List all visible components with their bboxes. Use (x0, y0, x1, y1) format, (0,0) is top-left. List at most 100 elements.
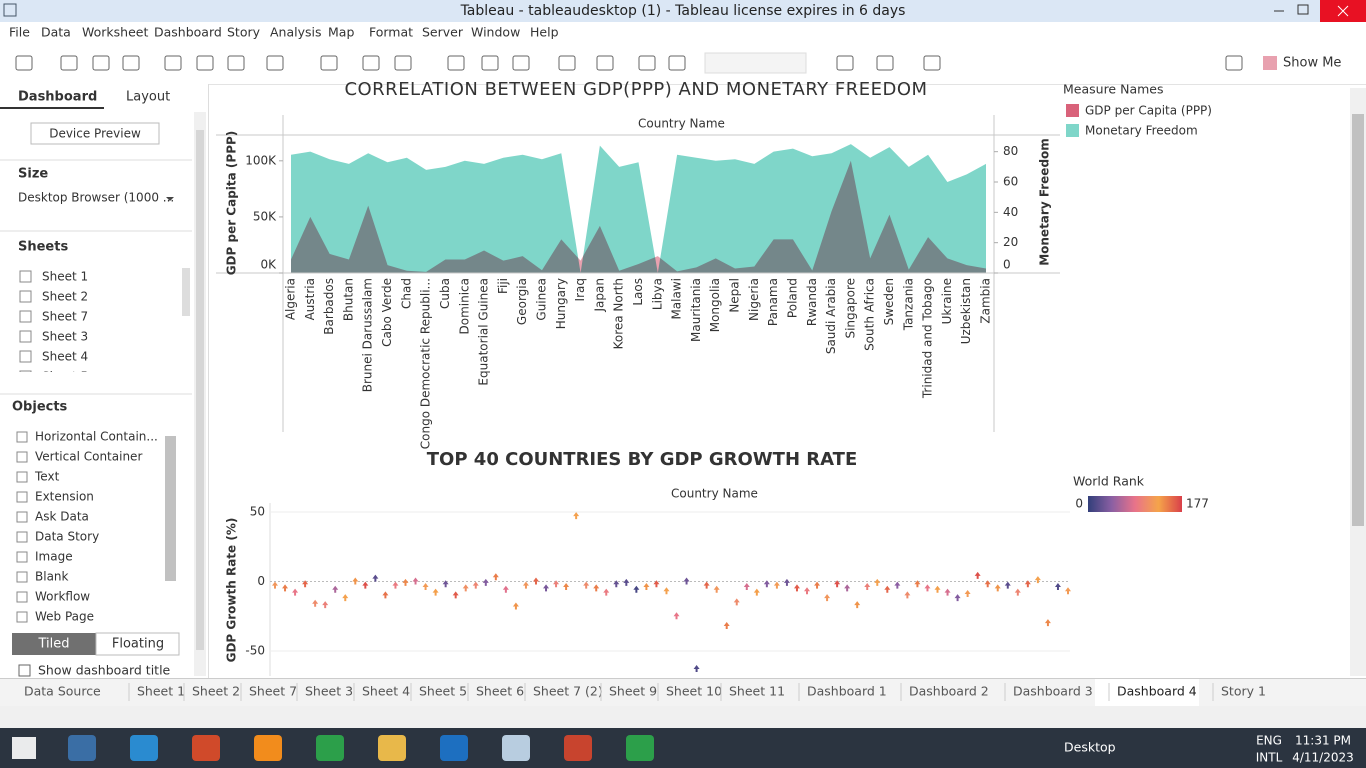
point[interactable] (543, 584, 550, 592)
menu-item[interactable]: Server (422, 25, 464, 40)
toolbar-icon[interactable] (668, 55, 686, 71)
show-me[interactable]: Show Me (1283, 56, 1341, 71)
point[interactable] (563, 583, 570, 591)
maximize[interactable] (1297, 4, 1309, 15)
point[interactable] (492, 573, 499, 581)
point[interactable] (994, 584, 1001, 592)
point[interactable] (1014, 588, 1021, 596)
taskbar-app[interactable] (502, 735, 530, 761)
point[interactable] (322, 601, 329, 609)
point[interactable] (723, 621, 730, 629)
toolbar-icon[interactable] (362, 55, 380, 71)
toolbar-icon[interactable] (558, 55, 576, 71)
point[interactable] (432, 588, 439, 596)
sheet-tab[interactable]: Sheet 9 (609, 684, 657, 699)
point[interactable] (402, 578, 409, 586)
toolbar-icon[interactable] (596, 55, 614, 71)
point[interactable] (1044, 619, 1051, 627)
menu-item[interactable]: Help (530, 25, 559, 40)
point[interactable] (643, 583, 650, 591)
toolbar-icon[interactable] (876, 55, 894, 71)
sheet-tab[interactable]: Dashboard 4 (1117, 684, 1197, 699)
point[interactable] (854, 601, 861, 609)
point[interactable] (924, 584, 931, 592)
point[interactable] (623, 578, 630, 586)
point[interactable] (884, 585, 891, 593)
sheet-tab[interactable]: Sheet 4 (362, 684, 410, 699)
menu-item[interactable]: Data (41, 25, 71, 40)
toolbar-icon[interactable] (196, 55, 214, 71)
point[interactable] (352, 577, 359, 585)
menu-item[interactable]: Map (328, 25, 354, 40)
point[interactable] (633, 585, 640, 593)
menu-item[interactable]: Format (369, 25, 413, 40)
toolbar-icon[interactable] (320, 55, 338, 71)
point[interactable] (773, 581, 780, 589)
start-button[interactable] (12, 737, 36, 759)
point[interactable] (472, 581, 479, 589)
sheet-tab[interactable]: Dashboard 3 (1013, 684, 1093, 699)
device-preview-button[interactable] (30, 122, 160, 145)
sheet-tab[interactable]: Dashboard 2 (909, 684, 989, 699)
menu-item[interactable]: Analysis (270, 25, 322, 40)
toolbar-icon[interactable] (481, 55, 499, 71)
point[interactable] (804, 587, 811, 595)
object-item[interactable]: Data Story (35, 530, 99, 544)
object-item[interactable]: Workflow (35, 590, 90, 604)
point[interactable] (312, 599, 319, 607)
toolbar-icon[interactable] (60, 55, 78, 71)
object-item[interactable]: Horizontal Contain... (35, 430, 158, 444)
point[interactable] (814, 581, 821, 589)
point[interactable] (583, 581, 590, 589)
point[interactable] (793, 584, 800, 592)
point[interactable] (974, 571, 981, 579)
sheet-tab[interactable]: Sheet 10 (666, 684, 722, 699)
point[interactable] (703, 581, 710, 589)
point[interactable] (1004, 581, 1011, 589)
point[interactable] (372, 574, 379, 582)
point[interactable] (954, 594, 961, 602)
floating-button[interactable] (95, 632, 180, 656)
taskbar-app[interactable] (626, 735, 654, 761)
toolbar-icon[interactable] (122, 55, 140, 71)
sheet-tab[interactable]: Sheet 7 (249, 684, 297, 699)
toolbar-icon[interactable] (836, 55, 854, 71)
sheet-tab[interactable]: Data Source (24, 684, 101, 699)
sheet-tab[interactable]: Sheet 3 (305, 684, 353, 699)
point[interactable] (904, 591, 911, 599)
point[interactable] (342, 594, 349, 602)
taskbar-app[interactable] (440, 735, 468, 761)
point[interactable] (522, 581, 529, 589)
point[interactable] (302, 580, 309, 588)
checkbox[interactable] (18, 664, 31, 677)
sheet-tab[interactable]: Sheet 5 (419, 684, 467, 699)
point[interactable] (663, 587, 670, 595)
point[interactable] (442, 580, 449, 588)
point[interactable] (783, 578, 790, 586)
size-select[interactable]: Desktop Browser (1000 ... (18, 191, 174, 205)
toolbar-icon[interactable] (15, 55, 33, 71)
toolbar-icon[interactable] (164, 55, 182, 71)
menu-item[interactable]: Worksheet (82, 25, 148, 40)
point[interactable] (964, 589, 971, 597)
point[interactable] (824, 594, 831, 602)
point[interactable] (593, 584, 600, 592)
object-item[interactable]: Extension (35, 490, 94, 504)
taskbar-app[interactable] (68, 735, 96, 761)
toolbar-icon[interactable] (447, 55, 465, 71)
sheet-item[interactable]: Sheet 7 (42, 310, 88, 324)
point[interactable] (412, 577, 419, 585)
point[interactable] (713, 585, 720, 593)
point[interactable] (683, 577, 690, 585)
point[interactable] (1024, 580, 1031, 588)
point[interactable] (502, 585, 509, 593)
point[interactable] (763, 580, 770, 588)
sheet-item[interactable]: Sheet 4 (42, 350, 88, 364)
point[interactable] (1034, 576, 1041, 584)
menu-item[interactable]: Story (227, 25, 261, 40)
panel-tab[interactable]: Dashboard (18, 90, 97, 105)
sheet-tab[interactable]: Sheet 1 (137, 684, 185, 699)
point[interactable] (332, 585, 339, 593)
point[interactable] (844, 584, 851, 592)
object-item[interactable]: Blank (35, 570, 69, 584)
